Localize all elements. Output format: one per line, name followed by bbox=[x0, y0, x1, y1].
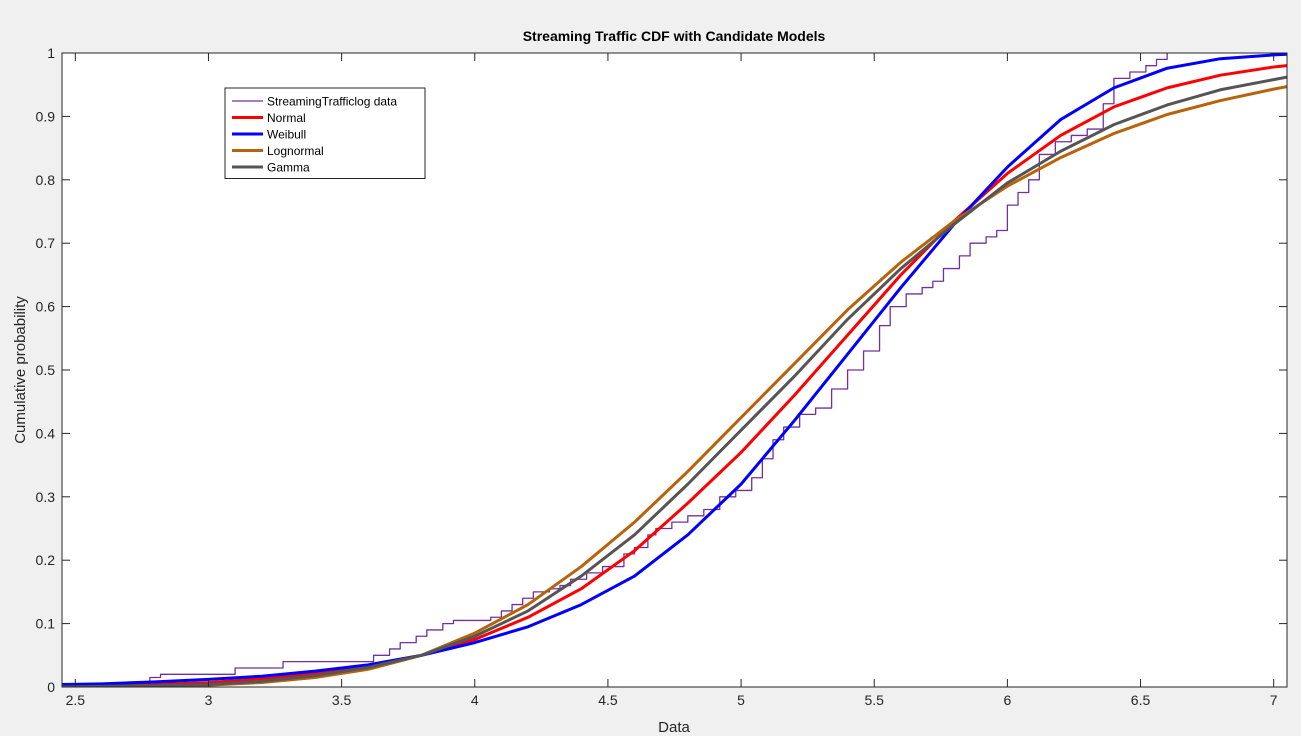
legend-label: StreamingTrafficlog data bbox=[267, 95, 397, 109]
y-tick-label: 1 bbox=[47, 45, 55, 61]
x-tick-label: 7 bbox=[1270, 692, 1278, 708]
legend-label: Lognormal bbox=[267, 144, 324, 158]
series-line-streamingtrafficlog-data bbox=[62, 53, 1168, 687]
y-tick-label: 0.2 bbox=[36, 552, 56, 568]
legend-label: Gamma bbox=[267, 161, 310, 175]
x-tick-label: 5 bbox=[737, 692, 745, 708]
axis-ticks: 2.5 3 3.5 4 4.5 5 5.5 6 6.5 7 0 0.1 0.2 0.3 0.4 0.5 0.6 0… bbox=[36, 45, 1287, 708]
legend: StreamingTrafficlog data Normal Weibull Log… bbox=[224, 87, 426, 179]
y-axis-label: Cumulative probability bbox=[12, 296, 29, 444]
x-tick-label: 3.5 bbox=[332, 692, 352, 708]
x-tick-label: 6 bbox=[1003, 692, 1011, 708]
legend-label: Normal bbox=[267, 111, 306, 125]
x-axis-label: Data bbox=[658, 719, 690, 736]
x-tick-label: 2.5 bbox=[66, 692, 86, 708]
x-tick-label: 6.5 bbox=[1131, 692, 1151, 708]
y-tick-label: 0 bbox=[47, 679, 55, 695]
y-tick-label: 0.5 bbox=[36, 362, 56, 378]
chart-title: Streaming Traffic CDF with Candidate Mod… bbox=[523, 28, 826, 44]
x-tick-label: 3 bbox=[205, 692, 213, 708]
axes-box bbox=[61, 52, 1288, 688]
y-tick-label: 0.7 bbox=[36, 235, 56, 251]
y-tick-label: 0.4 bbox=[36, 425, 56, 441]
x-tick-label: 4 bbox=[471, 692, 479, 708]
x-tick-label: 5.5 bbox=[864, 692, 884, 708]
y-tick-label: 0.9 bbox=[36, 108, 56, 124]
y-tick-label: 0.6 bbox=[36, 299, 56, 315]
x-tick-label: 4.5 bbox=[598, 692, 618, 708]
series-line-normal bbox=[62, 64, 1287, 687]
legend-label: Weibull bbox=[267, 128, 306, 142]
series-line-gamma bbox=[62, 75, 1287, 687]
y-tick-label: 0.8 bbox=[36, 172, 56, 188]
y-tick-label: 0.3 bbox=[36, 489, 56, 505]
plot-area bbox=[62, 53, 1287, 687]
series-line-weibull bbox=[62, 53, 1287, 686]
y-tick-label: 0.1 bbox=[36, 616, 56, 632]
